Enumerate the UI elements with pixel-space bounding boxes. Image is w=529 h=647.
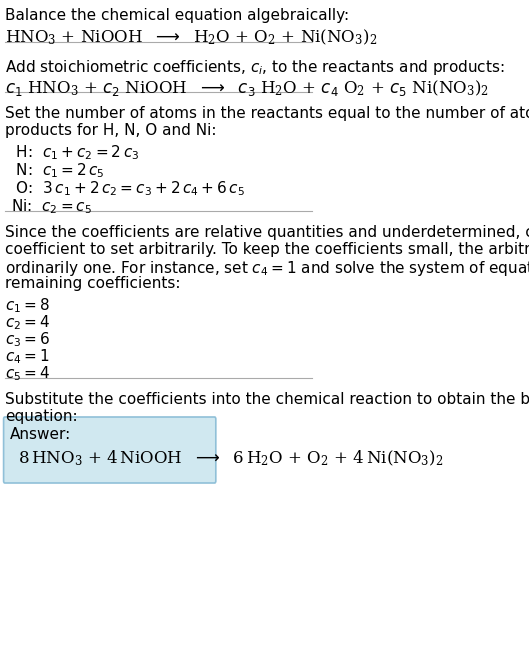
Text: H:  $c_1 + c_2 = 2\,c_3$: H: $c_1 + c_2 = 2\,c_3$	[11, 143, 139, 162]
Text: $c_3 = 6$: $c_3 = 6$	[5, 330, 50, 349]
Text: Substitute the coefficients into the chemical reaction to obtain the balanced: Substitute the coefficients into the che…	[5, 392, 529, 407]
Text: products for H, N, O and Ni:: products for H, N, O and Ni:	[5, 123, 216, 138]
Text: Balance the chemical equation algebraically:: Balance the chemical equation algebraica…	[5, 8, 349, 23]
Text: O:  $3\,c_1 + 2\,c_2 = c_3 + 2\,c_4 + 6\,c_5$: O: $3\,c_1 + 2\,c_2 = c_3 + 2\,c_4 + 6\,…	[11, 179, 245, 198]
Text: $\mathregular{HNO_3}$ + NiOOH  $\longrightarrow$  $\mathregular{H_2O}$ + $\mathr: $\mathregular{HNO_3}$ + NiOOH $\longrigh…	[5, 28, 377, 47]
Text: N:  $c_1 = 2\,c_5$: N: $c_1 = 2\,c_5$	[11, 161, 105, 180]
Text: coefficient to set arbitrarily. To keep the coefficients small, the arbitrary va: coefficient to set arbitrarily. To keep …	[5, 242, 529, 257]
Text: Answer:: Answer:	[10, 427, 71, 442]
Text: Ni:  $c_2 = c_5$: Ni: $c_2 = c_5$	[11, 197, 92, 215]
FancyBboxPatch shape	[4, 417, 216, 483]
Text: equation:: equation:	[5, 409, 77, 424]
Text: remaining coefficients:: remaining coefficients:	[5, 276, 180, 291]
Text: Add stoichiometric coefficients, $c_i$, to the reactants and products:: Add stoichiometric coefficients, $c_i$, …	[5, 58, 504, 77]
Text: $c_4 = 1$: $c_4 = 1$	[5, 347, 49, 366]
Text: $c_1 = 8$: $c_1 = 8$	[5, 296, 50, 314]
Text: ordinarily one. For instance, set $c_4 = 1$ and solve the system of equations fo: ordinarily one. For instance, set $c_4 =…	[5, 259, 529, 278]
Text: $c_5 = 4$: $c_5 = 4$	[5, 364, 50, 382]
Text: $c_1$ $\mathregular{HNO_3}$ + $c_2$ NiOOH  $\longrightarrow$  $c_3$ $\mathregula: $c_1$ $\mathregular{HNO_3}$ + $c_2$ NiOO…	[5, 78, 489, 98]
Text: Set the number of atoms in the reactants equal to the number of atoms in the: Set the number of atoms in the reactants…	[5, 106, 529, 121]
Text: $\mathregular{8\,HNO_3}$ + $\mathregular{4\,NiOOH}$  $\longrightarrow$  $\mathre: $\mathregular{8\,HNO_3}$ + $\mathregular…	[18, 449, 443, 468]
Text: $c_2 = 4$: $c_2 = 4$	[5, 313, 50, 332]
Text: Since the coefficients are relative quantities and underdetermined, choose a: Since the coefficients are relative quan…	[5, 225, 529, 240]
